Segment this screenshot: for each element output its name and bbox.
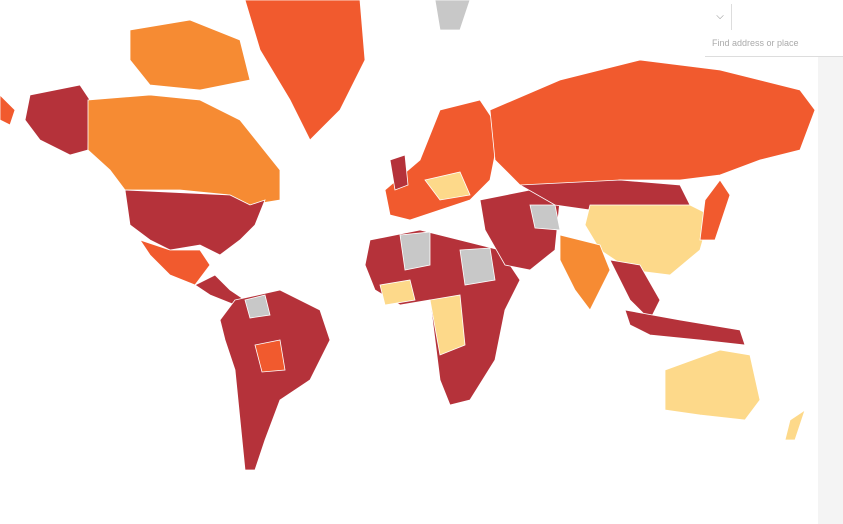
island: [434, 0, 471, 31]
australia: [664, 349, 761, 421]
china: [584, 204, 711, 276]
africa-region: [429, 294, 466, 356]
search-box[interactable]: ⌵ Find address or place: [705, 0, 843, 57]
side-strip: [818, 0, 843, 524]
dropdown-button[interactable]: ⌵: [709, 4, 732, 30]
europe: [384, 99, 501, 221]
africa-region: [379, 279, 416, 306]
greenland: [244, 0, 366, 141]
usa: [124, 189, 266, 256]
south-america: [219, 289, 331, 471]
alaska: [24, 84, 91, 156]
europe-region: [424, 171, 471, 201]
africa-nodata: [399, 231, 431, 271]
new-zealand: [784, 409, 806, 441]
bolivia: [254, 339, 286, 373]
indonesia: [624, 309, 746, 346]
mexico: [139, 239, 211, 286]
russia: [489, 59, 816, 191]
alaska-tip: [0, 94, 16, 126]
venezuela: [244, 294, 271, 319]
canada: [87, 94, 281, 206]
india: [559, 234, 611, 311]
southeast-asia: [609, 259, 661, 321]
search-placeholder[interactable]: Find address or place: [712, 38, 799, 48]
uk: [389, 154, 409, 191]
japan: [699, 179, 731, 241]
arctic-islands: [129, 19, 251, 91]
middle-east-nodata: [529, 204, 561, 231]
africa-nodata: [459, 247, 496, 286]
